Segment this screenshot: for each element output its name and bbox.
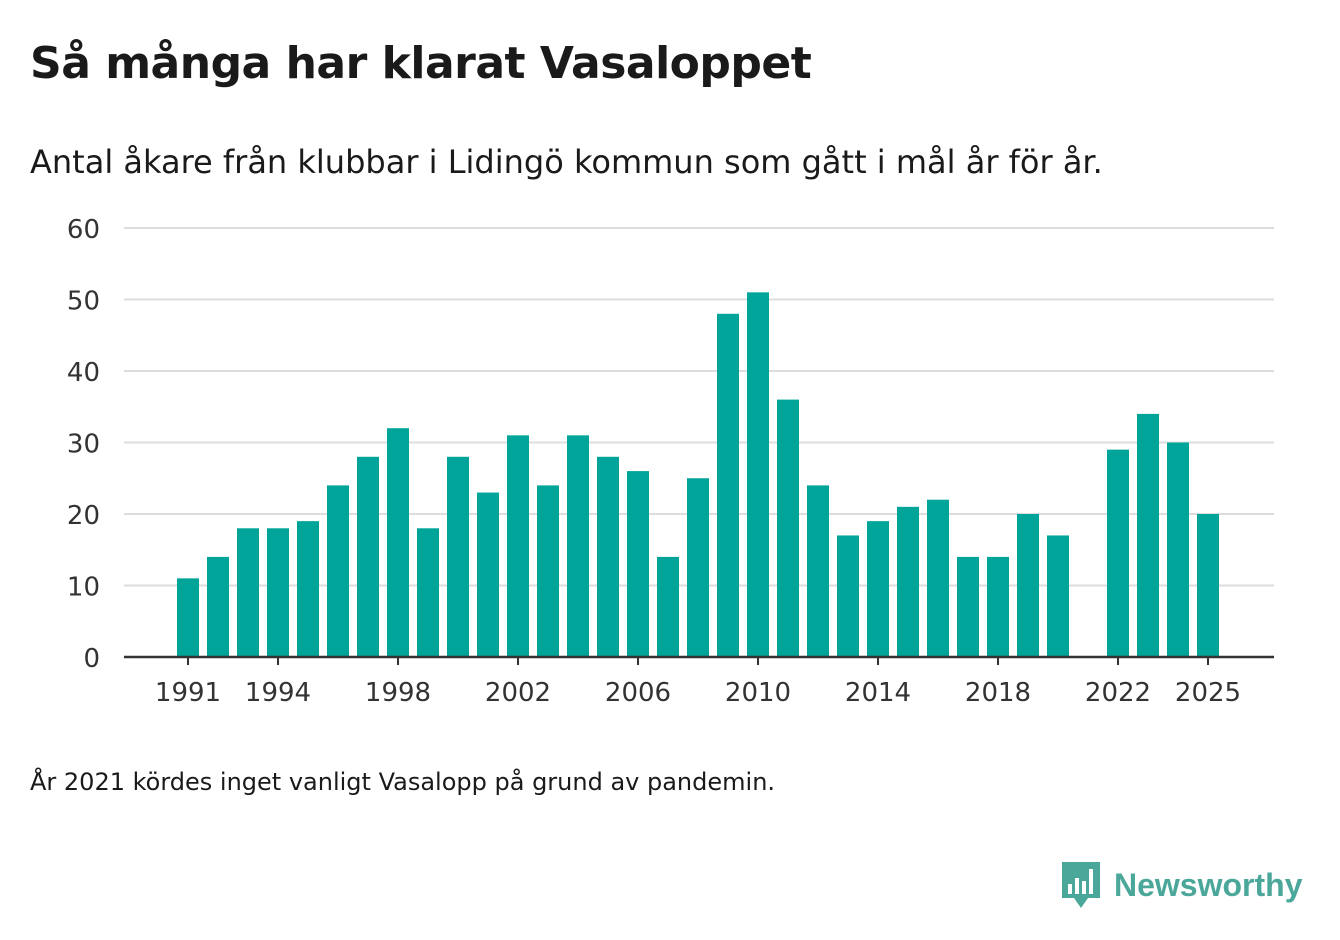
bar bbox=[387, 428, 409, 657]
x-tick-label: 1994 bbox=[245, 678, 311, 708]
brand-name: Newsworthy bbox=[1114, 866, 1303, 903]
bar bbox=[717, 313, 739, 657]
bar bbox=[657, 556, 679, 657]
bar bbox=[987, 556, 1009, 657]
y-tick-label: 60 bbox=[67, 215, 100, 245]
y-tick-label: 0 bbox=[83, 644, 100, 674]
bar bbox=[177, 578, 199, 657]
bar bbox=[627, 471, 649, 657]
chart-title: Så många har klarat Vasaloppet bbox=[30, 38, 812, 89]
bar bbox=[237, 528, 259, 657]
x-tick-label: 2025 bbox=[1175, 678, 1241, 708]
y-tick-label: 40 bbox=[67, 358, 100, 388]
bar bbox=[1047, 535, 1069, 657]
bar bbox=[267, 528, 289, 657]
bar bbox=[327, 485, 349, 657]
bar bbox=[747, 292, 769, 657]
bar bbox=[537, 485, 559, 657]
x-tick-label: 2002 bbox=[485, 678, 551, 708]
chart-subtitle: Antal åkare från klubbar i Lidingö kommu… bbox=[30, 143, 1103, 181]
x-tick-label: 1991 bbox=[155, 678, 221, 708]
bar bbox=[447, 456, 469, 657]
x-tick-label: 2018 bbox=[965, 678, 1031, 708]
bar bbox=[597, 456, 619, 657]
x-tick-label: 2010 bbox=[725, 678, 791, 708]
bar bbox=[357, 456, 379, 657]
y-tick-label: 50 bbox=[67, 287, 100, 317]
y-tick-label: 10 bbox=[67, 573, 100, 603]
bar bbox=[837, 535, 859, 657]
x-tick-label: 2006 bbox=[605, 678, 671, 708]
bar bbox=[897, 506, 919, 657]
x-tick-label: 2022 bbox=[1085, 678, 1151, 708]
bar bbox=[1167, 442, 1189, 657]
newsworthy-logo-icon bbox=[1062, 862, 1100, 908]
x-tick-label: 1998 bbox=[365, 678, 431, 708]
y-tick-label: 30 bbox=[67, 430, 100, 460]
x-tick-label: 2014 bbox=[845, 678, 911, 708]
bar-chart: 0 10 20 30 40 50 60 1991 1994 1998 2002 2006 2010 201… bbox=[67, 215, 1274, 708]
bar bbox=[1137, 413, 1159, 657]
bar bbox=[927, 499, 949, 657]
bar bbox=[867, 521, 889, 657]
bar bbox=[567, 435, 589, 657]
footnote: År 2021 kördes inget vanligt Vasalopp på… bbox=[30, 768, 776, 796]
bar bbox=[477, 492, 499, 657]
bar bbox=[1017, 514, 1039, 657]
bar bbox=[1107, 449, 1129, 657]
bar bbox=[687, 478, 709, 657]
bar bbox=[957, 556, 979, 657]
y-tick-label: 20 bbox=[67, 501, 100, 531]
bar bbox=[1197, 514, 1219, 657]
bar bbox=[507, 435, 529, 657]
bar bbox=[807, 485, 829, 657]
bar bbox=[297, 521, 319, 657]
brand-logo: Newsworthy bbox=[1060, 860, 1302, 910]
bar bbox=[207, 556, 229, 657]
bar bbox=[417, 528, 439, 657]
bar bbox=[777, 399, 799, 657]
